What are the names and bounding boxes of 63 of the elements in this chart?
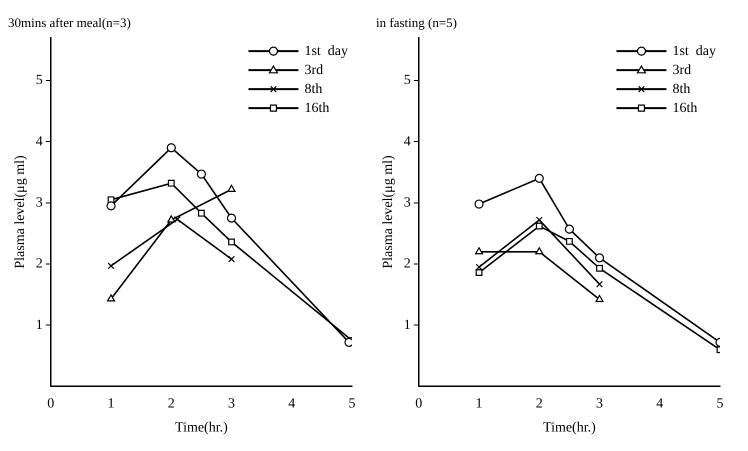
y-axis-title: Plasma level(μg ml)	[13, 155, 28, 269]
y-tick-label: 5	[36, 73, 43, 88]
point	[228, 238, 235, 246]
point	[174, 216, 181, 223]
point	[167, 215, 176, 223]
point	[198, 210, 205, 217]
chart-title: 30mins after meal(n=3)	[8, 15, 131, 30]
legend-label: 16th	[304, 100, 330, 116]
point	[168, 180, 175, 187]
y-tick-label: 4	[404, 134, 411, 150]
y-tick-label: 3	[404, 195, 411, 210]
point	[595, 294, 604, 302]
x-tick-label: 3	[228, 396, 236, 412]
point	[228, 256, 235, 263]
y-axis-title: Plasma level(μg ml)	[381, 155, 396, 269]
point	[474, 247, 484, 254]
point	[106, 201, 116, 210]
chart-title: in fasting (n=5)	[376, 15, 457, 30]
x-axis-title: Time(hr.)	[175, 420, 228, 436]
point	[596, 280, 603, 288]
y-tick-label: 4	[36, 134, 43, 150]
x-tick-label: 0	[47, 396, 54, 412]
x-tick-label: 4	[656, 396, 664, 412]
x-tick-label: 5	[716, 396, 724, 412]
legend-label: 1st day	[304, 44, 348, 59]
legend-label: 1st day	[672, 44, 716, 59]
legend-label: 16th	[672, 100, 698, 116]
point	[226, 214, 236, 223]
point	[474, 199, 484, 209]
legend-label: 8th	[304, 82, 322, 97]
x-tick-label: 0	[415, 396, 422, 412]
y-tick-label: 1	[404, 318, 411, 333]
point	[106, 294, 116, 302]
x-tick-label: 4	[288, 396, 296, 412]
x-tick-label: 1	[108, 396, 115, 412]
point	[227, 184, 236, 192]
legend-label: 3rd	[672, 62, 692, 78]
point	[166, 143, 176, 152]
point	[534, 174, 544, 183]
x-tick-label: 2	[168, 396, 175, 412]
x-tick-label: 3	[596, 396, 604, 412]
point	[536, 216, 543, 224]
y-tick-label: 5	[404, 73, 411, 88]
point	[196, 169, 206, 179]
point	[566, 238, 573, 245]
y-tick-label: 2	[36, 256, 43, 272]
point	[108, 262, 114, 270]
point	[476, 264, 482, 270]
point	[536, 222, 543, 230]
point	[535, 247, 544, 254]
point	[476, 269, 482, 276]
x-tick-label: 5	[348, 396, 356, 412]
point	[564, 224, 574, 234]
y-tick-label: 2	[404, 256, 411, 272]
point	[594, 253, 604, 262]
x-tick-label: 2	[536, 396, 543, 412]
y-tick-label: 1	[36, 318, 43, 333]
y-tick-label: 3	[36, 195, 43, 210]
x-axis-title: Time(hr.)	[543, 420, 596, 436]
x-tick-label: 1	[476, 396, 483, 412]
legend-label: 3rd	[304, 62, 324, 78]
legend-label: 8th	[672, 82, 690, 97]
point	[596, 264, 603, 272]
